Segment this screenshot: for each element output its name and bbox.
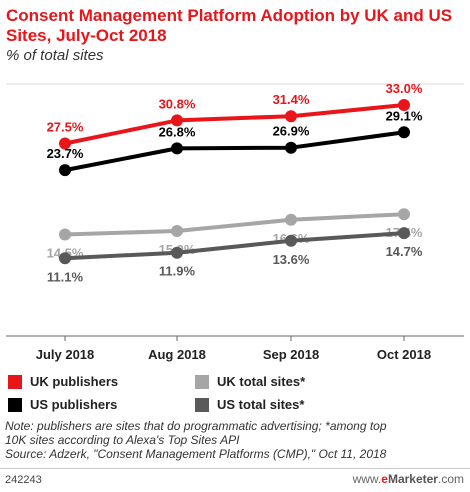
chart-id: 242243	[5, 474, 42, 486]
data-point-us-publishers-1	[171, 142, 183, 155]
footer: 242243 www.eMarketer.com	[0, 468, 470, 492]
data-point-uk-total-sites-1	[171, 225, 183, 237]
data-point-us-total-sites-1	[171, 246, 183, 259]
legend: UK publishers UK total sites* US publish…	[0, 366, 470, 416]
legend-label-uk-total-sites: UK total sites*	[217, 374, 306, 389]
legend-item-us-total-sites: US total sites*	[195, 397, 304, 412]
x-tick-label-0: July 2018	[36, 347, 95, 362]
legend-item-uk-total-sites: UK total sites*	[195, 374, 305, 389]
x-tick-label-3: Oct 2018	[377, 347, 431, 362]
data-label-us-publishers-0: 23.7%	[47, 146, 84, 161]
chart-title: Consent Management Platform Adoption by …	[6, 6, 453, 45]
data-point-uk-total-sites-2	[285, 213, 297, 226]
data-label-uk-publishers-0: 27.5%	[47, 120, 84, 135]
data-point-uk-publishers-0	[59, 137, 71, 150]
data-point-us-publishers-0	[59, 164, 71, 177]
series-line-us-publishers	[64, 130, 405, 173]
source-line: Source: Adzerk, "Consent Management Plat…	[5, 447, 387, 461]
data-point-uk-publishers-1	[171, 114, 183, 127]
series-line-us-total-sites	[64, 231, 405, 261]
series-line-uk-total-sites	[64, 212, 405, 237]
data-label-us-publishers-3: 29.1%	[386, 108, 423, 123]
data-point-uk-publishers-3	[398, 99, 410, 111]
data-point-us-publishers-3	[398, 126, 410, 139]
data-label-us-total-sites-3: 14.7%	[386, 244, 423, 259]
legend-item-us-publishers: US publishers	[8, 397, 117, 412]
data-point-uk-total-sites-0	[59, 228, 71, 241]
chart-notes: Note: publishers are sites that do progr…	[5, 419, 465, 461]
line-chart: July 2018 Aug 2018 Sep 2018 Oct 2018 27.5% 30…	[6, 81, 464, 362]
data-point-uk-total-sites-3	[398, 208, 410, 221]
legend-swatch-uk-total-sites	[195, 374, 209, 389]
legend-label-uk-publishers: UK publishers	[30, 374, 119, 389]
brand-e: e	[381, 472, 388, 486]
chart-subtitle: % of total sites	[6, 47, 104, 64]
brand-marketer: Marketer	[387, 472, 438, 486]
data-label-us-total-sites-0: 11.1%	[47, 269, 84, 284]
x-tick-label-1: Aug 2018	[148, 347, 206, 362]
series-line-uk-publishers	[64, 103, 405, 146]
legend-swatch-us-publishers	[8, 397, 22, 412]
data-point-us-total-sites-3	[398, 227, 410, 240]
data-point-us-total-sites-2	[285, 234, 297, 247]
legend-swatch-uk-publishers	[8, 374, 22, 389]
legend-item-uk-publishers: UK publishers	[8, 374, 118, 389]
legend-label-us-publishers: US publishers	[30, 397, 118, 412]
data-label-uk-publishers-3: 33.0%	[386, 81, 423, 96]
note-line-2: 10K sites according to Alexa's Top Sites…	[5, 433, 240, 447]
data-label-uk-publishers-2: 31.4%	[273, 92, 310, 107]
data-label-us-publishers-1: 26.8%	[159, 124, 196, 139]
data-point-us-publishers-2	[285, 141, 297, 154]
data-label-us-publishers-2: 26.9%	[273, 124, 310, 139]
data-label-us-total-sites-1: 11.9%	[159, 264, 196, 279]
legend-label-us-total-sites: US total sites*	[217, 397, 305, 412]
note-line-1: Note: publishers are sites that do progr…	[5, 419, 387, 433]
data-point-us-total-sites-0	[59, 252, 71, 265]
data-label-us-total-sites-2: 13.6%	[273, 252, 310, 267]
data-label-uk-publishers-1: 30.8%	[159, 96, 196, 111]
brand-suffix: .com	[437, 472, 464, 486]
brand-logo: www.eMarketer.com	[353, 472, 464, 486]
legend-swatch-us-total-sites	[195, 397, 209, 412]
x-tick-label-2: Sep 2018	[263, 347, 319, 362]
data-point-uk-publishers-2	[285, 110, 297, 123]
brand-prefix: www.	[352, 472, 382, 486]
